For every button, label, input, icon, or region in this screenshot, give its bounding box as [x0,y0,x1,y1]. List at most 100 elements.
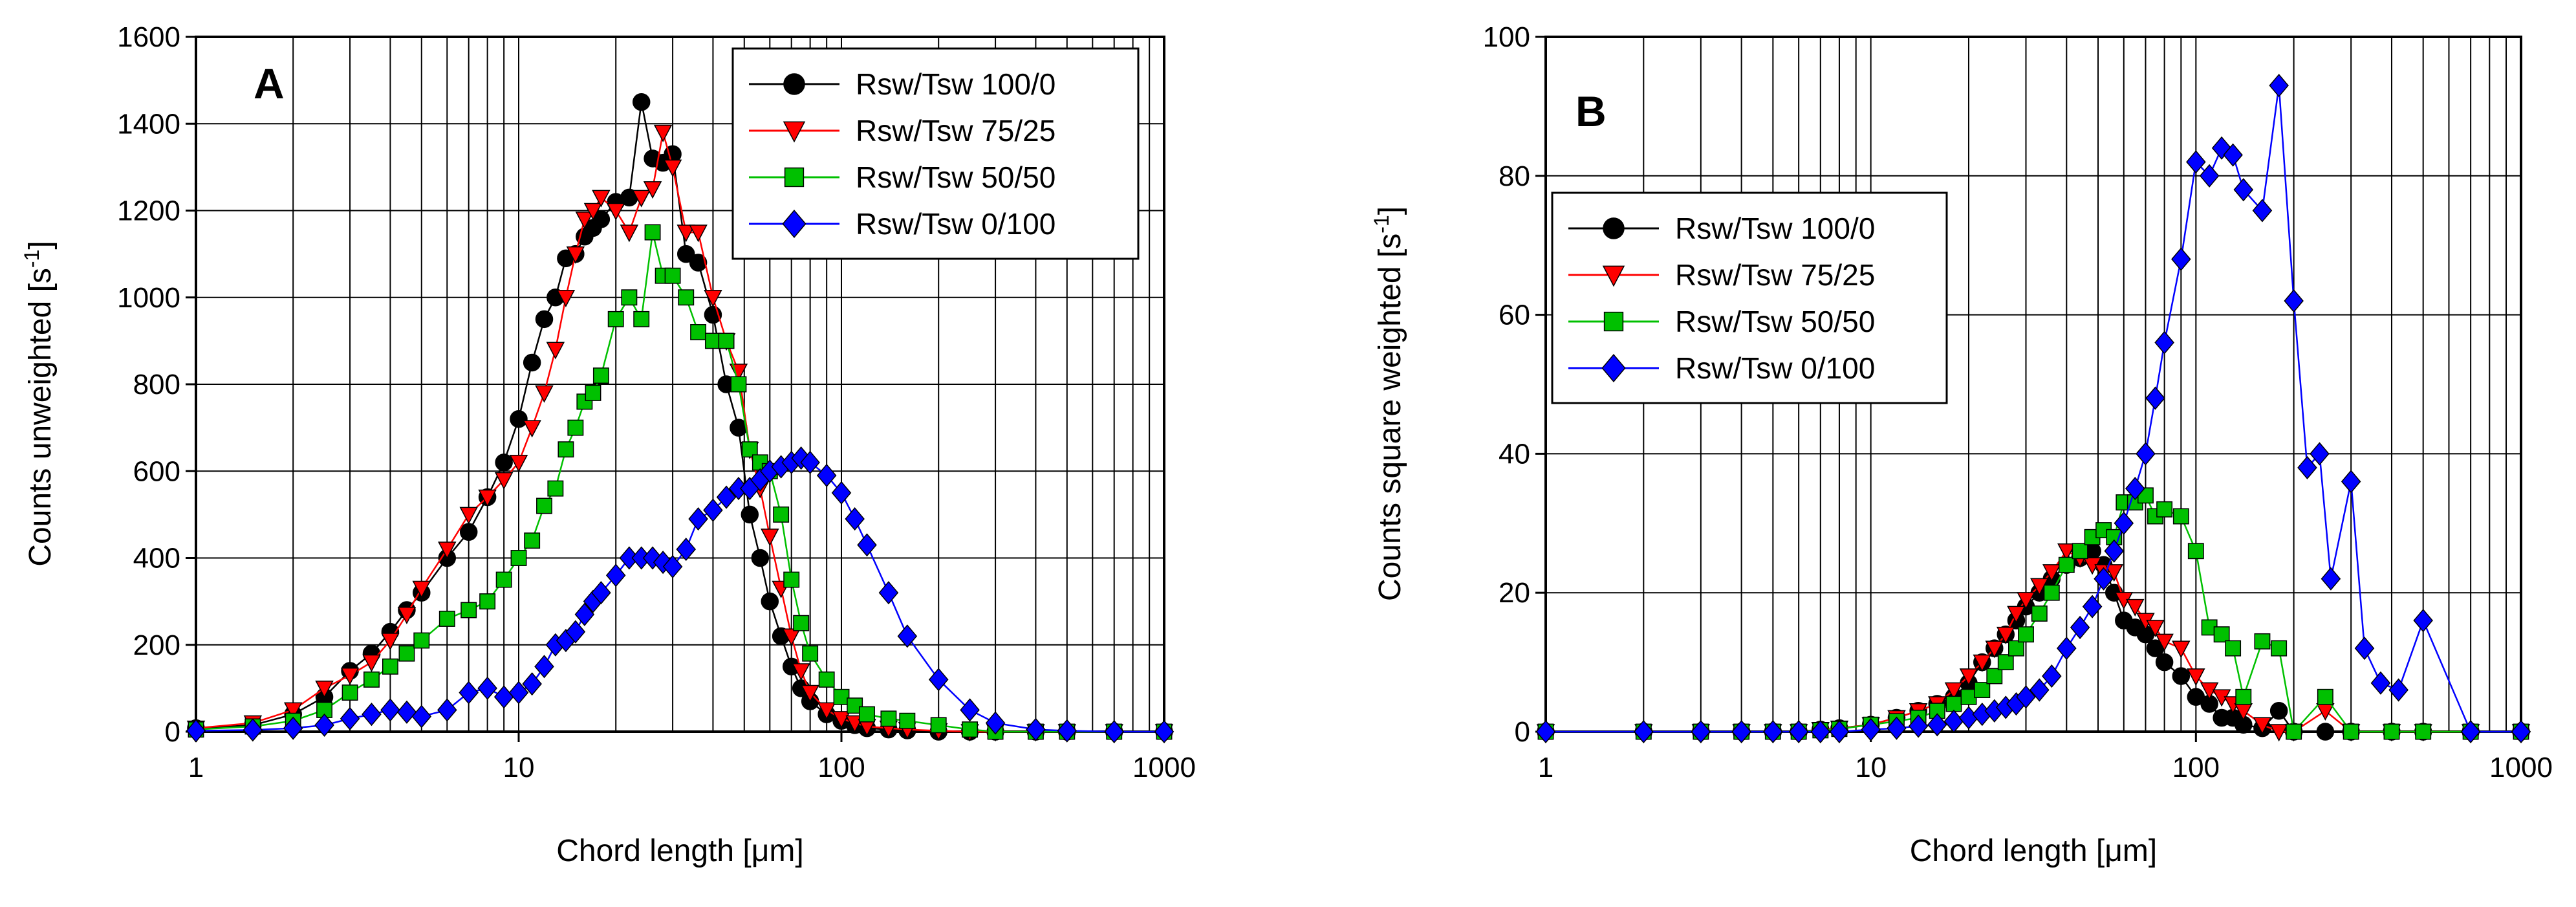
legend-label: Rsw/Tsw 50/50 [1675,305,1875,338]
data-point [741,506,758,523]
y-tick-label: 800 [133,369,180,400]
panel-label-b: B [1575,87,1607,135]
y-tick-label: 60 [1499,300,1530,331]
data-point [1946,696,1961,711]
y-tick-label: 600 [133,455,180,487]
data-point [2384,724,2399,739]
data-point [860,706,874,721]
data-point [2032,606,2047,621]
data-point [752,550,768,567]
x-tick-label: 1 [1538,752,1553,783]
x-tick-label: 1000 [2489,752,2553,783]
data-point [2009,640,2024,655]
legend-label: Rsw/Tsw 75/25 [856,114,1055,148]
data-point [706,333,720,348]
data-point [678,290,693,305]
legend-marker [1603,218,1624,239]
legend-label: Rsw/Tsw 100/0 [1675,212,1875,245]
data-point [2236,690,2251,705]
data-point [2343,724,2358,739]
data-point [2072,543,2087,558]
legend-label: Rsw/Tsw 0/100 [856,207,1055,241]
y-tick-label: 200 [133,629,180,661]
legend-label: Rsw/Tsw 100/0 [856,67,1055,101]
data-point [558,442,573,457]
data-point [719,333,733,348]
data-point [2225,640,2240,655]
data-point [2174,508,2189,523]
data-point [2172,668,2189,684]
data-point [537,498,552,513]
figure: 1 10 100 100002004006008001000120014001600 … [0,0,2576,907]
data-point [881,711,896,726]
data-point [568,420,583,435]
y-tick-label: 0 [1515,716,1530,748]
data-point [1987,668,2002,683]
data-point [460,523,477,540]
data-point [511,551,526,565]
data-point [691,325,706,340]
data-point [665,268,680,283]
data-point [440,611,455,626]
y-tick-label: 100 [1483,21,1530,53]
y-tick-label: 0 [165,716,180,748]
data-point [1961,690,1976,705]
data-point [633,94,650,111]
y-tick-label: 1200 [117,195,180,227]
data-point [480,594,495,609]
data-point [495,454,512,471]
data-point [931,717,946,732]
data-point [383,659,398,674]
legend-label: Rsw/Tsw 50/50 [856,160,1055,194]
data-point [525,533,539,548]
data-point [2189,543,2203,558]
data-point [761,593,778,610]
y-tick-label: 80 [1499,160,1530,192]
y-axis-label-panel-b: Counts square weighted [s-1] [1370,206,1407,601]
data-point [645,224,660,239]
data-point [364,672,379,687]
y-tick-label: 1600 [117,21,180,53]
data-point [510,411,527,428]
data-point [634,312,649,327]
x-tick-label: 100 [2172,752,2220,783]
data-point [803,646,817,661]
data-point [2214,627,2229,642]
data-point [342,685,357,700]
x-tick-label: 1000 [1132,752,1196,783]
data-point [2019,627,2033,642]
data-point [399,646,414,661]
legend-panel-b: Rsw/Tsw 100/0 Rsw/Tsw 75/25 Rsw/Tsw 50/50 R… [1552,193,1947,403]
y-tick-label: 1400 [117,108,180,140]
data-point [2255,634,2269,649]
x-axis-label-panel-b: Chord length [μm] [1910,834,2158,868]
y-tick-label: 40 [1499,438,1530,470]
y-tick-label: 20 [1499,577,1530,609]
data-point [2271,640,2286,655]
data-point [414,633,429,648]
panel-label-a: A [254,60,285,107]
y-tick-label: 400 [133,543,180,574]
x-tick-label: 10 [1855,752,1887,783]
data-point [496,572,511,587]
data-point [536,311,553,327]
data-point [594,368,609,383]
data-point [2059,558,2074,573]
data-point [2416,724,2430,739]
data-point [2318,690,2333,705]
legend-item: Rsw/Tsw 0/100 [1568,351,1875,385]
y-tick-label: 1000 [117,282,180,314]
legend-item: Rsw/Tsw 0/100 [749,207,1055,241]
data-point [2271,703,2288,719]
y-axis-label-panel-a: Counts unweighted [s-1] [20,241,58,566]
x-axis-label-panel-a: Chord length [μm] [556,834,804,868]
data-point [2286,724,2301,739]
legend-label: Rsw/Tsw 0/100 [1675,351,1875,385]
data-point [900,714,915,728]
data-point [461,602,476,617]
legend-label: Rsw/Tsw 75/25 [1675,258,1875,292]
data-point [784,572,799,587]
data-point [834,690,849,705]
legend-marker [1605,312,1623,331]
x-tick-label: 100 [817,752,865,783]
